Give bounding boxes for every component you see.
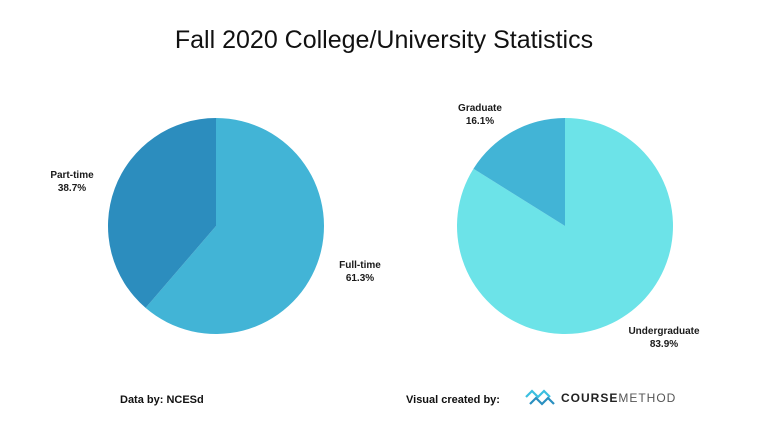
student-level-pie <box>457 118 673 335</box>
label-part-time: Part-time <box>50 170 94 181</box>
logo-text-course: COURSE <box>561 391 619 405</box>
chart-title: Fall 2020 College/University Statistics <box>174 26 594 54</box>
value-undergraduate: 83.9% <box>650 339 678 350</box>
slice-undergraduate <box>457 118 673 335</box>
coursemethod-logo[interactable]: COURSEMETHOD <box>525 389 676 407</box>
label-full-time: Full-time <box>339 260 381 271</box>
label-undergraduate: Undergraduate <box>628 326 700 337</box>
value-full-time: 61.3% <box>346 273 374 284</box>
label-graduate: Graduate <box>458 103 502 114</box>
value-graduate: 16.1% <box>466 116 494 127</box>
value-part-time: 38.7% <box>58 183 86 194</box>
slice-graduate <box>473 118 565 226</box>
logo-text-method: METHOD <box>618 391 677 405</box>
enrollment-status-pie <box>108 118 324 335</box>
data-source-text: Data by: NCESd <box>120 394 204 406</box>
coursemethod-logo-icon <box>525 389 555 406</box>
slice-part-time <box>108 118 216 308</box>
visual-credit-text: Visual created by: <box>406 394 500 406</box>
slice-full-time <box>145 118 324 335</box>
